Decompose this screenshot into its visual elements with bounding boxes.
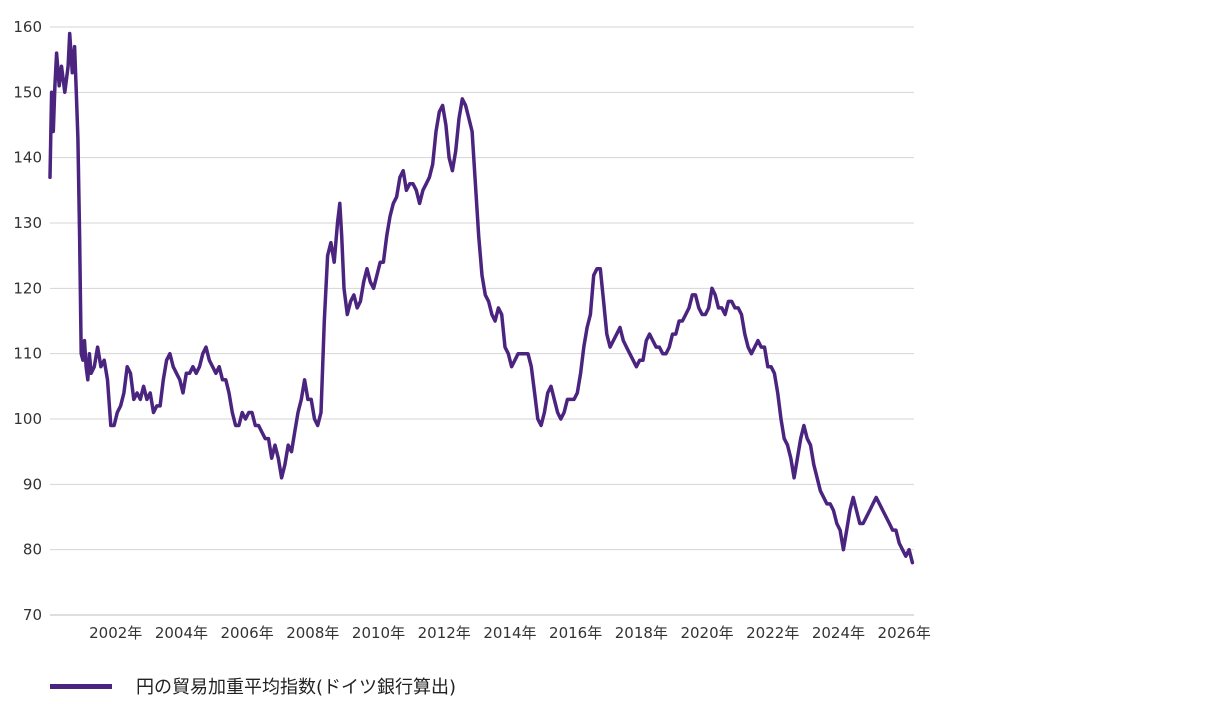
- x-tick-2010: 2010年: [352, 624, 405, 642]
- y-tick-160: 160: [13, 18, 42, 36]
- y-tick-150: 150: [13, 83, 42, 101]
- y-axis-tick-labels: 70 80 90 100 110 120 130 140 150 160: [13, 18, 42, 624]
- x-tick-2006: 2006年: [221, 624, 274, 642]
- y-tick-130: 130: [13, 214, 42, 232]
- x-tick-2002: 2002年: [89, 624, 142, 642]
- y-tick-120: 120: [13, 279, 42, 297]
- x-tick-2014: 2014年: [483, 624, 536, 642]
- x-tick-2012: 2012年: [418, 624, 471, 642]
- series-line-0: [48, 31, 915, 565]
- y-tick-140: 140: [13, 149, 42, 167]
- legend-label: 円の貿易加重平均指数(ドイツ銀行算出): [136, 677, 457, 698]
- x-tick-2026: 2026年: [878, 624, 931, 642]
- x-axis-tick-labels: 2002年 2004年 2006年 2008年 2010年 2012年 2014年 2016年…: [89, 624, 931, 642]
- series-layer: [48, 31, 915, 565]
- y-tick-110: 110: [13, 345, 42, 363]
- y-tick-70: 70: [23, 606, 42, 624]
- x-tick-2024: 2024年: [812, 624, 865, 642]
- x-tick-2020: 2020年: [680, 624, 733, 642]
- y-tick-100: 100: [13, 410, 42, 428]
- x-tick-2016: 2016年: [549, 624, 602, 642]
- y-tick-80: 80: [23, 541, 42, 559]
- gridlines: [50, 26, 914, 551]
- x-tick-2008: 2008年: [286, 624, 339, 642]
- x-tick-2018: 2018年: [615, 624, 668, 642]
- y-tick-90: 90: [23, 475, 42, 493]
- legend: 円の貿易加重平均指数(ドイツ銀行算出): [50, 672, 456, 700]
- x-tick-2022: 2022年: [746, 624, 799, 642]
- x-tick-2004: 2004年: [155, 624, 208, 642]
- legend-swatch: [50, 683, 112, 689]
